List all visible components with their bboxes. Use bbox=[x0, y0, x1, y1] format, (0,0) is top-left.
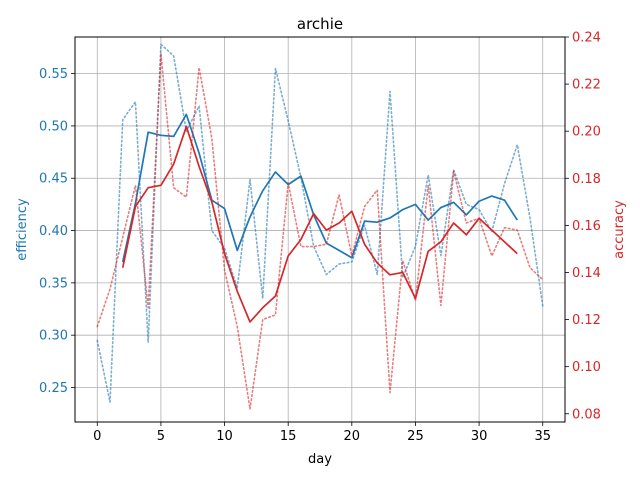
x-tick-label: 10 bbox=[216, 429, 233, 444]
plot-frame bbox=[74, 36, 566, 423]
accuracy-solid-line bbox=[121, 125, 518, 323]
x-tick-label: 15 bbox=[280, 429, 297, 444]
x-tick-label: 5 bbox=[157, 429, 165, 444]
y-tick-label-right: 0.12 bbox=[572, 313, 601, 328]
y-axis-label-right: accuracy bbox=[612, 200, 627, 259]
y-tick-label-left: 0.25 bbox=[39, 381, 68, 396]
y-axis-right: 0.08 0.10 0.12 0.14 0.16 0.18 0.20 0.22 0.24 bbox=[565, 31, 601, 422]
y-tick-label-right: 0.22 bbox=[572, 78, 601, 93]
y-tick-label-right: 0.10 bbox=[572, 360, 601, 375]
y-tick-label-left: 0.40 bbox=[39, 224, 68, 239]
x-tick-label: 25 bbox=[407, 429, 424, 444]
chart-title: archie bbox=[297, 15, 343, 33]
x-tick-label: 35 bbox=[534, 429, 551, 444]
y-tick-label-right: 0.20 bbox=[572, 125, 601, 140]
y-tick-label-right: 0.14 bbox=[572, 266, 601, 281]
efficiency-solid-line bbox=[121, 113, 518, 263]
y-tick-label-left: 0.55 bbox=[39, 67, 68, 82]
y-axis-left: 0.25 0.30 0.35 0.40 0.45 0.50 0.55 bbox=[39, 67, 75, 396]
y-tick-label-left: 0.50 bbox=[39, 119, 68, 134]
x-tick-label: 0 bbox=[93, 429, 101, 444]
y-tick-label-right: 0.18 bbox=[572, 172, 601, 187]
y-tick-label-left: 0.35 bbox=[39, 276, 68, 291]
x-tick-label: 20 bbox=[344, 429, 361, 444]
accuracy-dotted-line bbox=[96, 52, 544, 410]
y-tick-label-right: 0.16 bbox=[572, 219, 601, 234]
x-axis: 0 5 10 15 20 25 30 35 bbox=[93, 422, 551, 444]
grid bbox=[75, 37, 565, 422]
x-tick-label: 30 bbox=[471, 429, 488, 444]
y-tick-label-left: 0.45 bbox=[39, 172, 68, 187]
y-tick-label-right: 0.08 bbox=[572, 407, 601, 422]
efficiency-dotted-line bbox=[96, 43, 544, 403]
y-tick-label-left: 0.30 bbox=[39, 329, 68, 344]
y-tick-label-right: 0.24 bbox=[572, 31, 601, 46]
series-lines bbox=[96, 43, 544, 410]
x-axis-label: day bbox=[308, 452, 332, 467]
y-axis-label-left: efficiency bbox=[15, 198, 30, 261]
